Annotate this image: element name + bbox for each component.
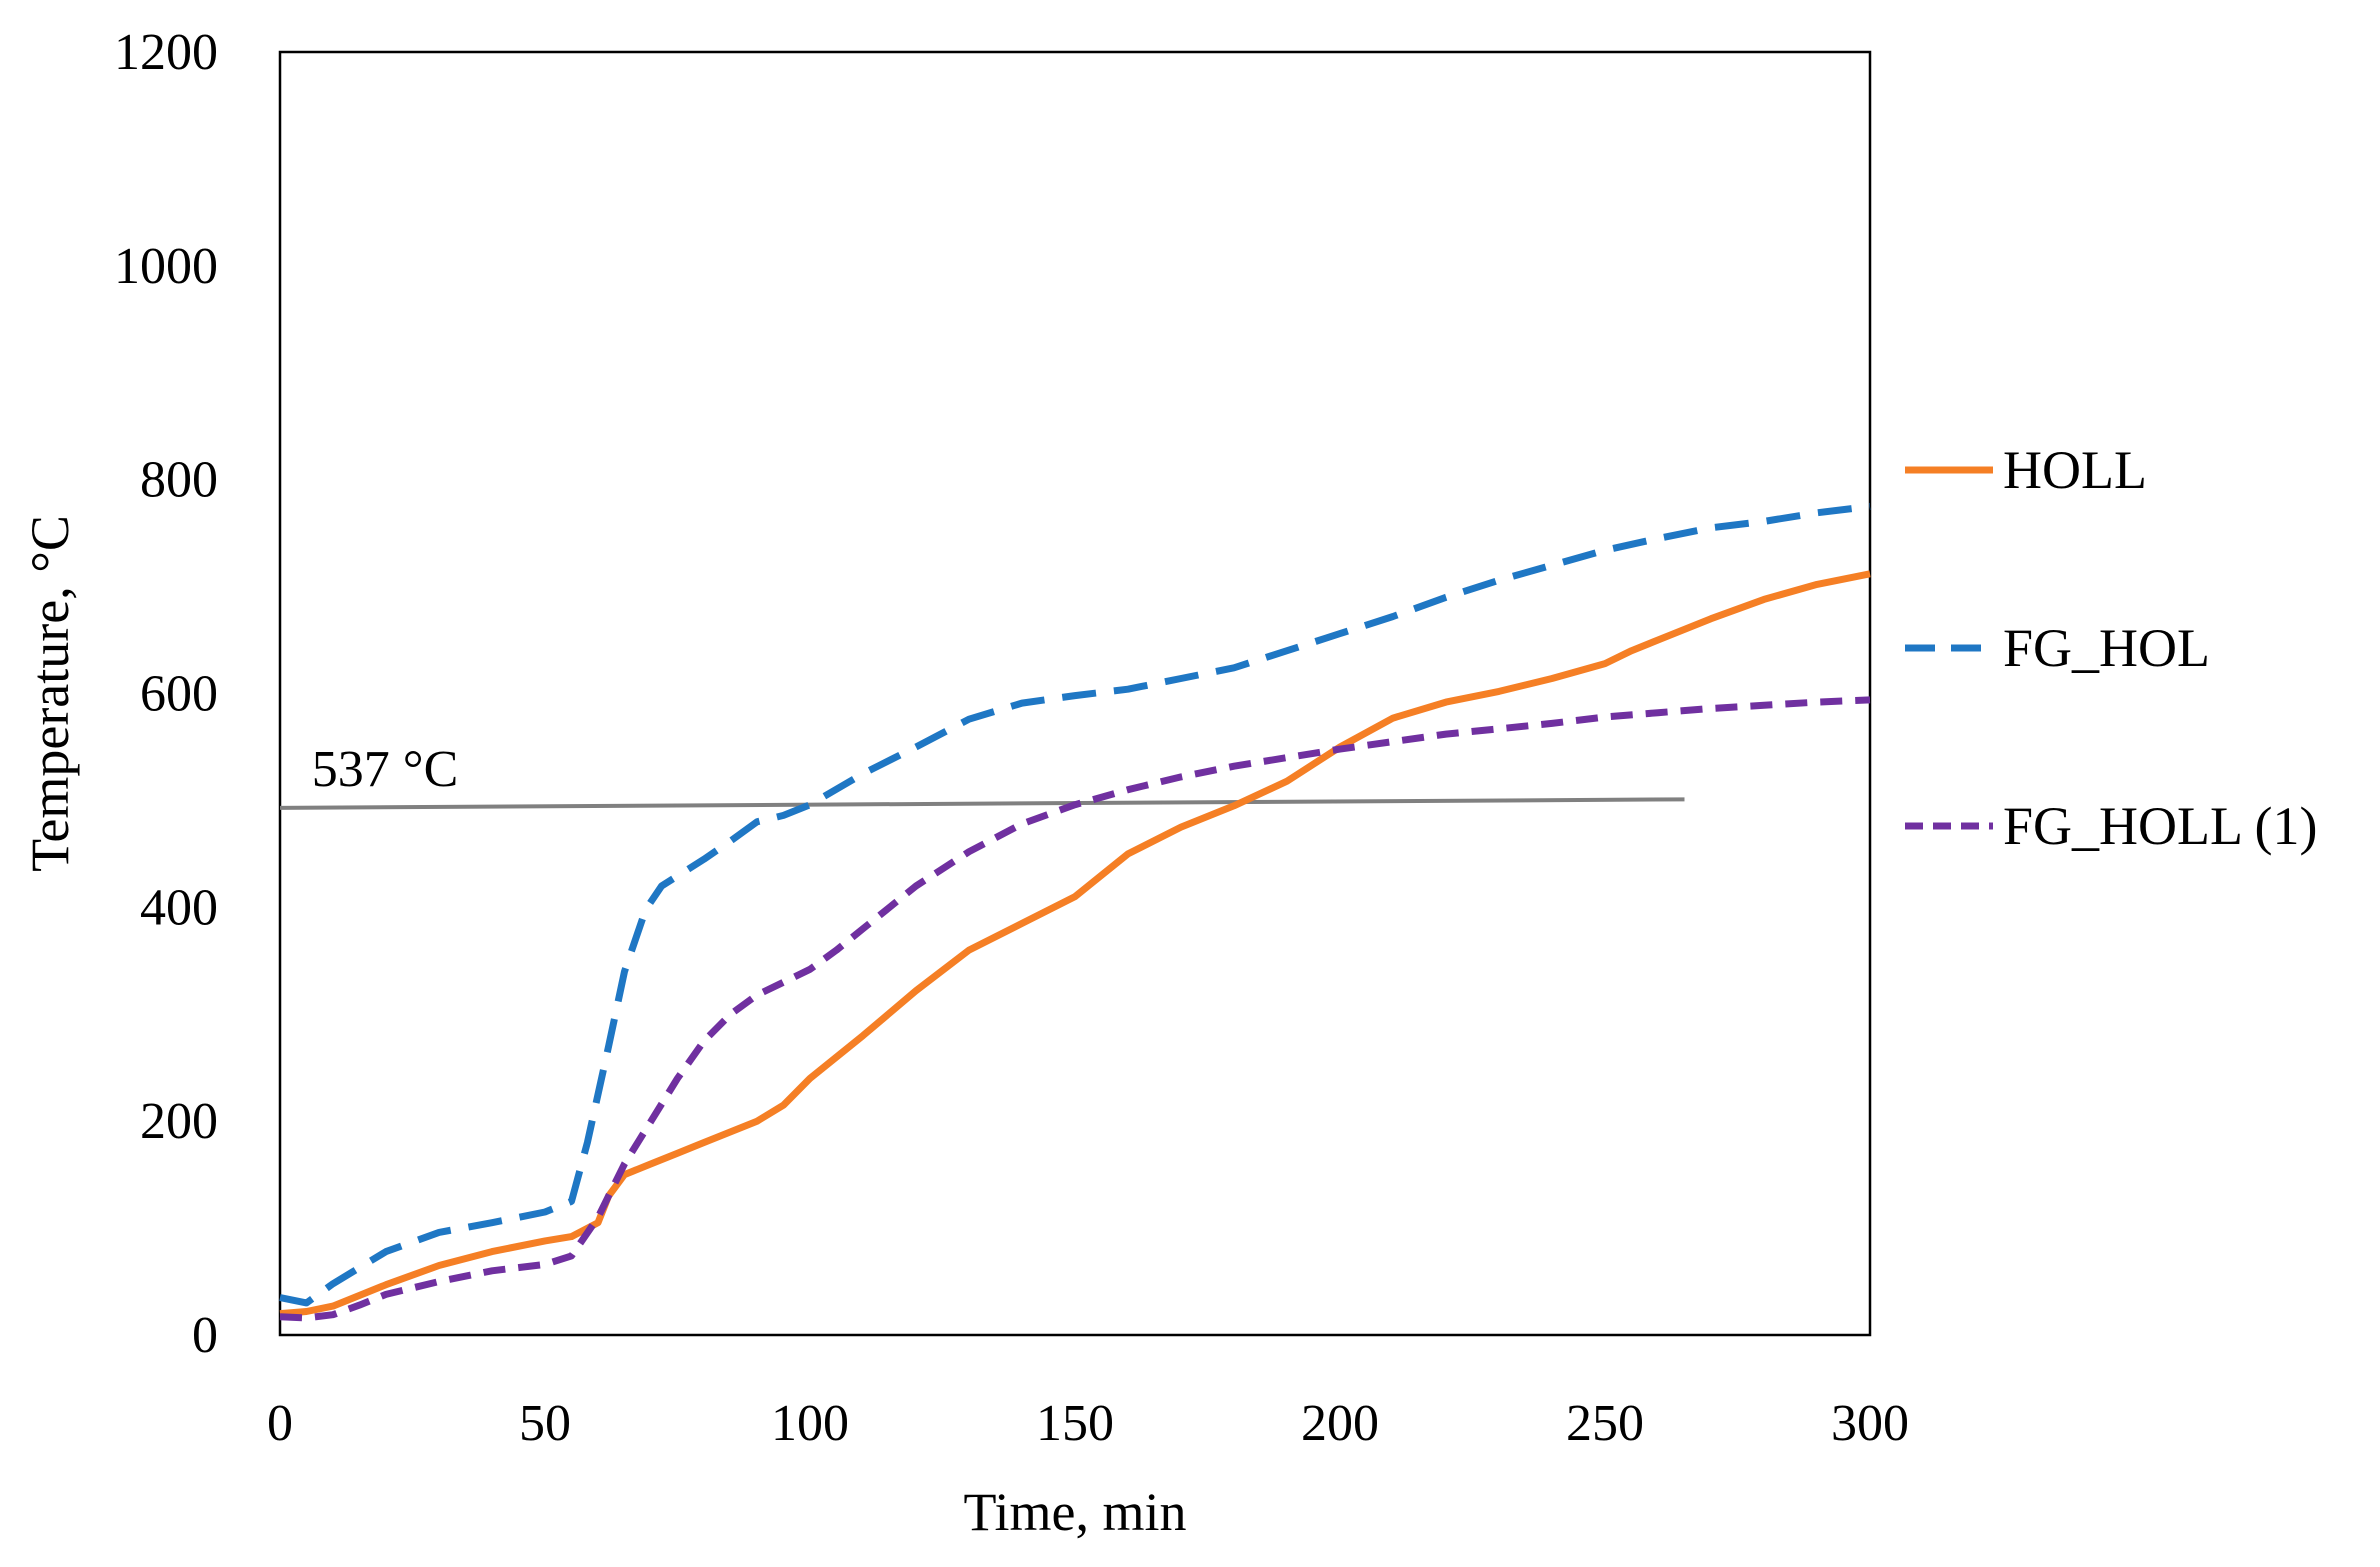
y-tick-label: 600 — [140, 666, 218, 723]
y-tick-label: 1200 — [114, 24, 218, 81]
series-line-fg-hol — [279, 502, 1871, 1307]
x-tick-label: 150 — [1036, 1395, 1114, 1452]
legend: HOLL FG_HOL FG_HOLL (1) — [1905, 440, 2317, 856]
x-tick-label: 100 — [771, 1395, 849, 1452]
y-tick-label: 0 — [192, 1307, 218, 1364]
x-tick-label: 50 — [519, 1395, 571, 1452]
series-line-fg-holl-1 — [279, 696, 1871, 1322]
y-axis-title: Temperature, °C — [20, 515, 80, 872]
x-tick-label: 200 — [1301, 1395, 1379, 1452]
y-axis-ticks: 0 200 400 600 800 1000 1200 — [114, 24, 218, 1364]
reference-line-group: 537 °C — [279, 741, 1685, 810]
x-tick-label: 250 — [1566, 1395, 1644, 1452]
legend-label-holl: HOLL — [2003, 440, 2147, 500]
plot-area-frame — [278, 50, 1872, 1337]
x-axis-title: Time, min — [963, 1482, 1186, 1542]
x-tick-label: 300 — [1831, 1395, 1909, 1452]
legend-label-fg-holl-1: FG_HOLL (1) — [2003, 796, 2317, 856]
series-line-holl — [279, 570, 1871, 1318]
reference-line-537 — [279, 797, 1685, 810]
x-axis-ticks: 0 50 100 150 200 250 300 — [267, 1395, 1909, 1452]
series-group — [279, 502, 1871, 1322]
legend-label-fg-hol: FG_HOL — [2003, 618, 2210, 678]
y-tick-label: 1000 — [114, 238, 218, 295]
y-tick-label: 400 — [140, 879, 218, 936]
x-tick-label: 0 — [267, 1395, 293, 1452]
reference-line-label: 537 °C — [312, 741, 458, 798]
y-tick-label: 200 — [140, 1093, 218, 1150]
y-tick-label: 800 — [140, 452, 218, 509]
